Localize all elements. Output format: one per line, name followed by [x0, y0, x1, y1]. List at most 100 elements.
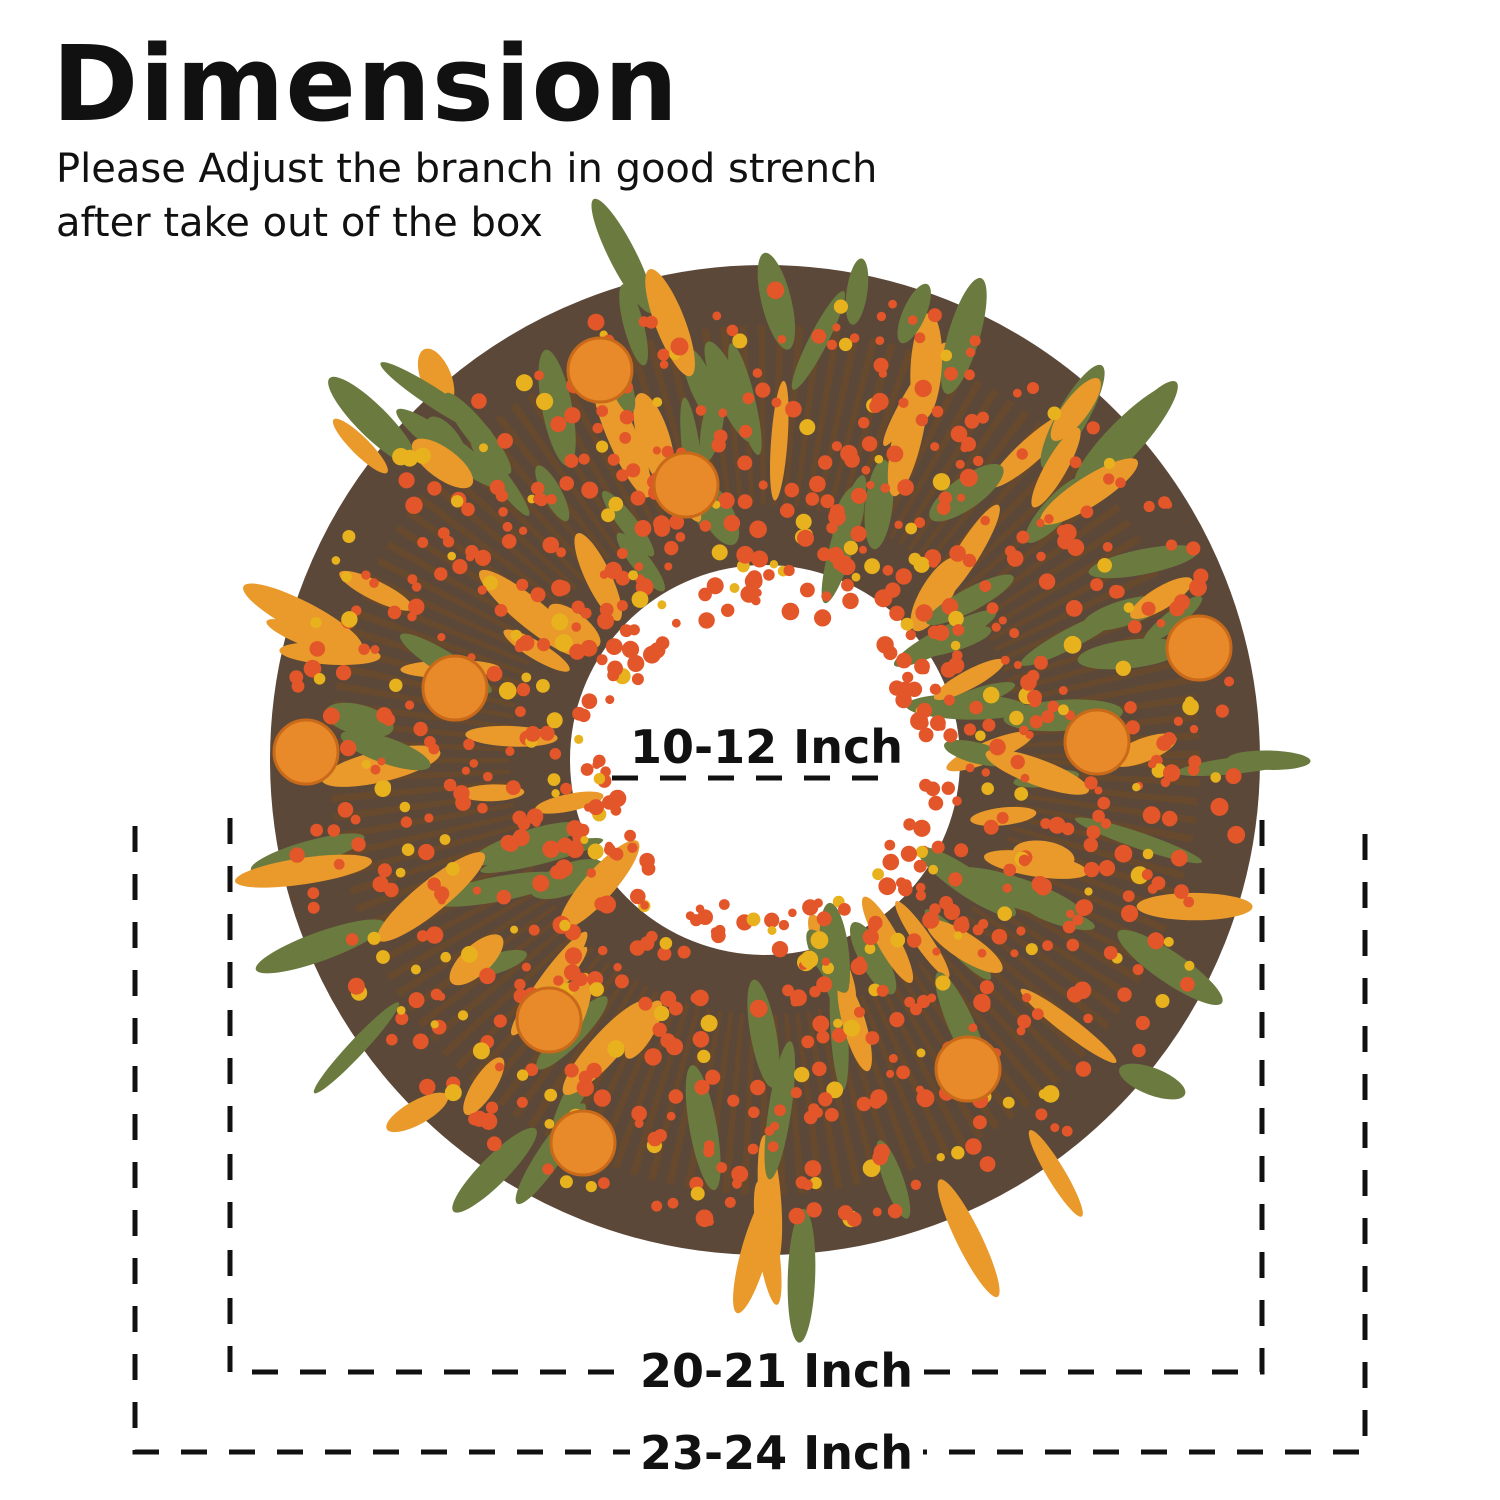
berry — [1121, 904, 1139, 923]
berry — [782, 984, 794, 997]
berry — [1193, 568, 1209, 584]
berry — [392, 448, 410, 466]
berry — [900, 845, 918, 862]
berry — [410, 964, 421, 975]
berry — [586, 1062, 602, 1079]
berry — [395, 867, 406, 878]
berry — [615, 570, 631, 586]
leaf — [897, 283, 931, 344]
berry — [1027, 689, 1042, 705]
berry — [1123, 602, 1135, 613]
berry — [613, 963, 622, 972]
berry — [486, 665, 503, 682]
berry — [370, 645, 380, 654]
berry — [831, 441, 843, 452]
berry — [495, 1062, 504, 1072]
berry — [367, 931, 381, 945]
berry — [1156, 735, 1172, 751]
leaf — [1176, 753, 1306, 777]
berry — [976, 998, 991, 1013]
berry — [778, 919, 790, 931]
berry — [518, 526, 528, 535]
berry — [898, 397, 909, 408]
berry — [1077, 899, 1093, 916]
berry — [692, 1188, 703, 1199]
berry — [744, 572, 763, 591]
berry — [928, 558, 939, 568]
berry — [906, 681, 923, 697]
berry — [514, 978, 526, 991]
berry — [634, 520, 652, 537]
berry — [614, 974, 629, 989]
berry — [972, 1115, 987, 1130]
berry — [515, 638, 528, 651]
leaf — [559, 840, 640, 929]
leaf — [1117, 929, 1223, 1006]
berry — [910, 1003, 922, 1016]
leaf — [845, 258, 869, 325]
berry — [502, 835, 519, 852]
berry — [597, 945, 608, 956]
berry — [959, 468, 978, 487]
berry — [850, 958, 868, 975]
berry — [652, 1022, 667, 1037]
berry — [812, 1061, 827, 1077]
berry — [1020, 773, 1030, 783]
berry — [660, 990, 677, 1007]
berry — [882, 565, 894, 576]
berry — [932, 947, 941, 956]
berry — [854, 1006, 865, 1018]
berry — [377, 757, 386, 766]
berry — [904, 996, 915, 1008]
berry — [747, 1143, 759, 1155]
berry — [862, 928, 879, 946]
berry — [865, 1031, 880, 1045]
berry — [896, 877, 907, 888]
berry — [915, 890, 927, 901]
berry — [551, 613, 569, 631]
leaf — [430, 871, 564, 907]
leaf — [339, 570, 413, 611]
berry — [307, 901, 320, 914]
berry — [634, 1119, 644, 1128]
berry — [915, 413, 929, 427]
berry — [996, 811, 1009, 824]
berry — [864, 943, 876, 955]
berry — [1075, 1061, 1092, 1077]
berry — [922, 911, 940, 929]
leaf — [1028, 1130, 1083, 1217]
berry — [889, 605, 905, 621]
berry — [532, 874, 550, 892]
berry — [1025, 943, 1038, 956]
berry — [536, 679, 550, 693]
berry — [888, 1053, 898, 1063]
berry — [1029, 715, 1044, 729]
berry — [474, 549, 492, 567]
berry — [1124, 701, 1137, 714]
berry — [564, 1063, 579, 1078]
berry — [908, 552, 922, 566]
berry — [1184, 960, 1195, 971]
berry — [347, 977, 365, 995]
berry — [502, 521, 513, 532]
berry — [931, 405, 944, 418]
berry — [627, 842, 638, 853]
leaf — [1031, 427, 1081, 508]
berry — [790, 1087, 802, 1099]
berry — [914, 379, 932, 398]
berry — [876, 636, 894, 654]
berry — [1016, 448, 1028, 460]
berry — [1188, 755, 1202, 769]
berry — [981, 782, 994, 795]
berry — [737, 494, 753, 510]
berry — [936, 1153, 945, 1162]
berry — [419, 1078, 436, 1096]
berry — [1035, 1108, 1048, 1121]
berry — [335, 665, 352, 681]
berry — [387, 605, 402, 620]
berry — [948, 610, 964, 627]
berry — [485, 1101, 499, 1114]
berry — [874, 589, 893, 608]
berry — [396, 1006, 406, 1015]
leaf — [926, 919, 1003, 973]
